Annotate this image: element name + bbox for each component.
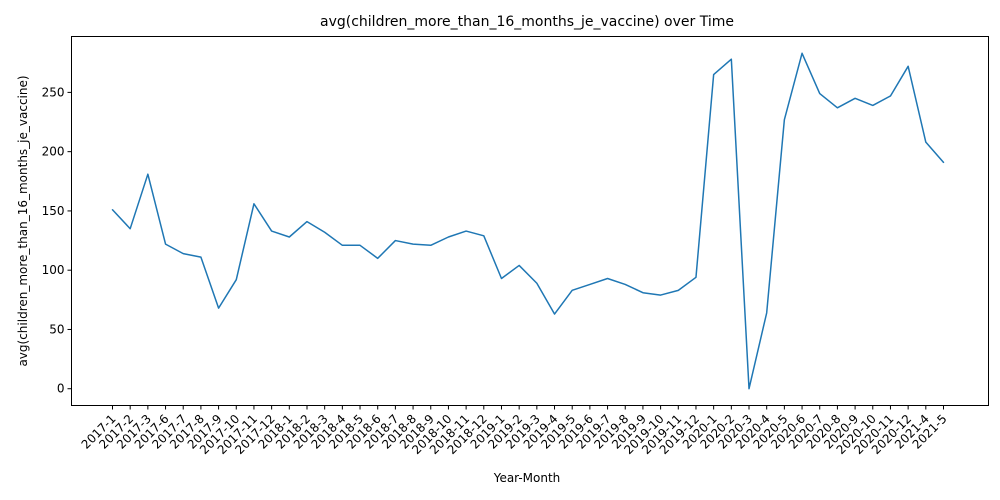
chart-title: avg(children_more_than_16_months_je_vacc…: [320, 14, 734, 30]
y-axis-title: avg(children_more_than_16_months_je_vacc…: [16, 75, 30, 366]
y-tick-label: 250: [42, 85, 65, 99]
x-axis: 2017-12017-22017-32017-62017-72017-82017…: [79, 405, 950, 457]
y-axis: 0 50 100 150 200 250: [42, 85, 72, 396]
y-tick-label: 0: [57, 382, 65, 396]
y-tick-label: 200: [42, 145, 65, 159]
axes-frame: [71, 36, 989, 406]
series-group: [111, 52, 945, 390]
y-tick-label: 150: [42, 204, 65, 218]
y-tick-label: 100: [42, 263, 65, 277]
y-tick-label: 50: [49, 322, 64, 336]
plot-area: [71, 36, 989, 406]
series-line: [111, 52, 945, 390]
x-axis-title: Year-Month: [493, 471, 561, 485]
